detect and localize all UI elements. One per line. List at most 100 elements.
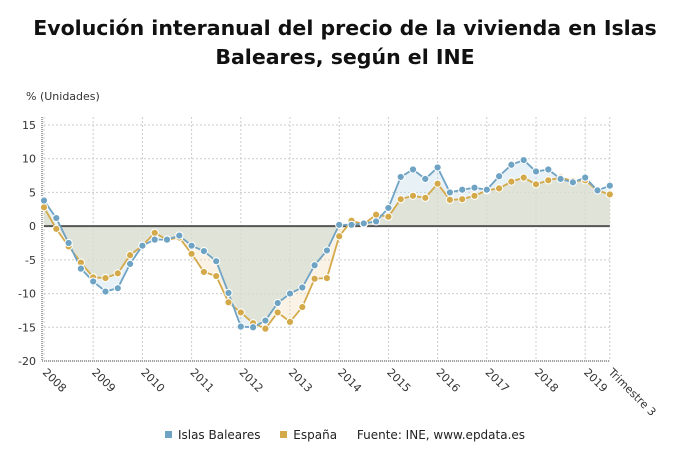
data-point xyxy=(138,241,147,250)
data-point xyxy=(482,185,491,194)
data-point xyxy=(347,220,356,229)
data-point xyxy=(285,317,295,326)
legend-item-islas-baleares[interactable]: Islas Baleares xyxy=(164,428,261,442)
x-tick-label: 2012 xyxy=(237,366,266,395)
y-tick-label: -10 xyxy=(18,288,36,301)
x-tick-label: 2009 xyxy=(89,366,118,395)
legend-label: España xyxy=(293,428,338,442)
data-point xyxy=(335,220,344,229)
x-tick-label: 2017 xyxy=(483,366,512,395)
x-tick-label: 2014 xyxy=(335,366,364,395)
x-tick-label: 2019 xyxy=(581,366,610,395)
x-tick-label: 2010 xyxy=(138,366,167,395)
data-point xyxy=(52,224,61,233)
legend-swatch xyxy=(164,431,172,438)
data-point xyxy=(76,264,86,273)
data-point xyxy=(212,257,221,266)
y-tick-label: 15 xyxy=(22,119,36,132)
data-point xyxy=(605,181,614,190)
x-tick-label: 2016 xyxy=(433,366,462,395)
data-point xyxy=(224,298,233,307)
data-point xyxy=(298,302,307,312)
data-point xyxy=(113,269,122,278)
data-point xyxy=(39,196,49,205)
data-point xyxy=(285,289,295,298)
data-point xyxy=(273,298,282,308)
data-point xyxy=(470,183,479,192)
legend-label: Islas Baleares xyxy=(177,428,261,442)
data-point xyxy=(212,271,221,281)
data-point xyxy=(199,246,208,256)
data-point xyxy=(445,188,454,197)
data-point xyxy=(126,259,135,269)
data-point xyxy=(408,165,418,174)
data-point xyxy=(310,261,319,270)
data-point xyxy=(162,235,172,244)
x-tick-label: Trimestre 3 xyxy=(605,365,659,419)
legend-swatch xyxy=(280,431,288,438)
data-point xyxy=(421,193,430,202)
data-point xyxy=(519,155,528,165)
data-point xyxy=(408,191,418,200)
data-point xyxy=(495,172,504,181)
data-point xyxy=(605,190,614,199)
y-tick-label: 0 xyxy=(29,220,36,233)
x-tick-label: 2018 xyxy=(532,366,561,395)
chart-title: Evolución interanual del precio de la vi… xyxy=(33,16,657,69)
data-point xyxy=(150,228,159,237)
data-point xyxy=(187,249,196,258)
data-point xyxy=(89,277,98,286)
data-point xyxy=(113,284,122,293)
data-point xyxy=(458,195,467,204)
data-point xyxy=(470,191,479,200)
data-point xyxy=(507,160,516,169)
data-point xyxy=(495,184,504,193)
data-point xyxy=(101,273,110,283)
y-tick-label: -5 xyxy=(25,254,36,267)
data-point xyxy=(593,186,602,195)
data-point xyxy=(64,238,73,248)
data-point xyxy=(187,241,196,250)
data-point xyxy=(322,246,331,255)
data-point xyxy=(298,283,307,292)
data-point xyxy=(519,173,528,182)
source-text: Fuente: INE, www.epdata.es xyxy=(356,428,526,442)
y-tick-label: 10 xyxy=(22,153,36,166)
data-point xyxy=(396,195,405,204)
data-point xyxy=(581,173,590,182)
data-point xyxy=(372,217,381,226)
data-point xyxy=(544,165,553,174)
legend-item-espana[interactable]: España xyxy=(280,428,337,442)
data-point xyxy=(249,323,258,332)
x-tick-label: 2013 xyxy=(286,366,315,395)
data-point xyxy=(421,174,430,184)
data-point xyxy=(544,176,553,185)
data-point xyxy=(126,251,135,260)
legend: Islas Baleares España Fuente: INE, www.e… xyxy=(0,428,690,442)
data-point xyxy=(384,212,393,221)
y-tick-label: 5 xyxy=(29,186,36,199)
data-point xyxy=(236,308,245,317)
data-point xyxy=(199,267,208,277)
data-point xyxy=(322,273,331,283)
data-point xyxy=(568,178,578,187)
data-point xyxy=(273,308,282,317)
data-point xyxy=(396,172,405,182)
data-point xyxy=(101,287,110,296)
x-tick-label: 2008 xyxy=(40,366,69,395)
data-point xyxy=(261,324,270,333)
data-point xyxy=(433,179,442,188)
data-point xyxy=(384,203,393,213)
data-point xyxy=(236,322,245,331)
data-point xyxy=(359,219,368,228)
x-tick-label: 2011 xyxy=(187,366,216,395)
x-tick-label: 2015 xyxy=(384,366,413,395)
data-point xyxy=(39,203,49,212)
data-point xyxy=(52,213,61,223)
y-axis-label: % (Unidades) xyxy=(26,90,100,103)
data-point xyxy=(507,177,516,186)
data-point xyxy=(556,174,565,184)
data-point xyxy=(310,274,319,283)
